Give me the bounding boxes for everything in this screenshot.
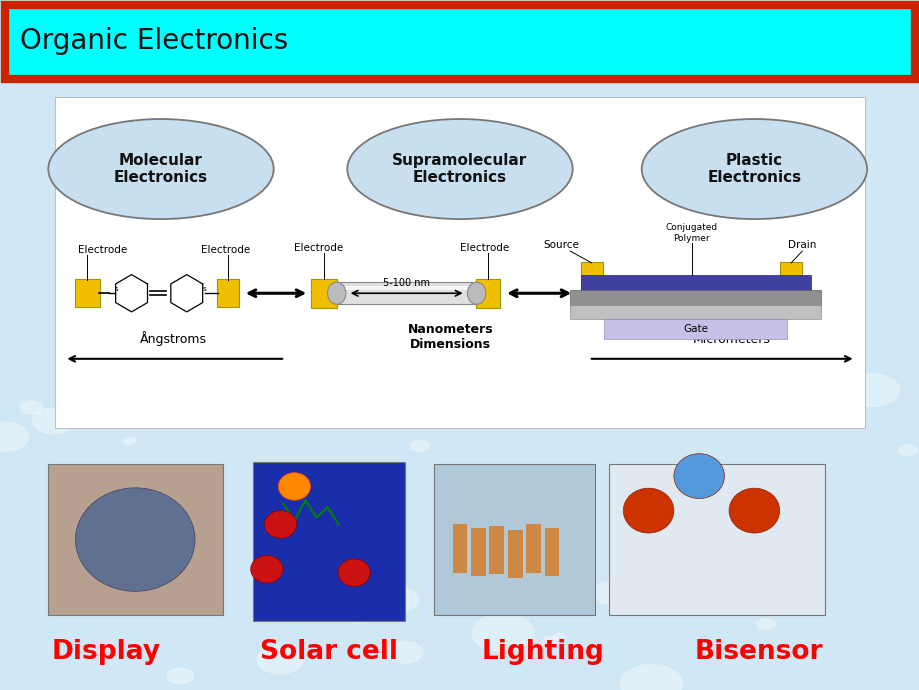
Ellipse shape xyxy=(385,640,424,664)
Ellipse shape xyxy=(729,489,779,533)
Ellipse shape xyxy=(250,555,283,583)
Text: Ångstroms: Ångstroms xyxy=(140,331,206,346)
Ellipse shape xyxy=(165,667,195,685)
FancyBboxPatch shape xyxy=(570,305,820,319)
FancyBboxPatch shape xyxy=(471,528,485,576)
FancyBboxPatch shape xyxy=(526,524,540,573)
Ellipse shape xyxy=(278,473,311,500)
FancyBboxPatch shape xyxy=(452,524,467,573)
Ellipse shape xyxy=(149,583,188,608)
Text: Micrometers: Micrometers xyxy=(692,333,769,346)
Ellipse shape xyxy=(623,489,673,533)
Text: Electrode: Electrode xyxy=(78,246,128,255)
Ellipse shape xyxy=(0,421,30,453)
Ellipse shape xyxy=(347,119,572,219)
Ellipse shape xyxy=(754,618,776,631)
FancyBboxPatch shape xyxy=(779,262,801,290)
Text: 5-100 nm: 5-100 nm xyxy=(382,279,430,288)
Ellipse shape xyxy=(329,588,386,624)
Ellipse shape xyxy=(589,581,629,606)
FancyBboxPatch shape xyxy=(580,262,602,290)
Ellipse shape xyxy=(618,663,683,690)
FancyBboxPatch shape xyxy=(336,286,476,290)
Ellipse shape xyxy=(122,436,137,446)
Text: Bisensor: Bisensor xyxy=(694,639,823,665)
Ellipse shape xyxy=(319,379,369,411)
FancyBboxPatch shape xyxy=(489,526,504,574)
Ellipse shape xyxy=(408,440,430,453)
Ellipse shape xyxy=(307,590,348,615)
Ellipse shape xyxy=(19,400,44,415)
Text: Lighting: Lighting xyxy=(481,639,604,665)
Ellipse shape xyxy=(467,282,485,304)
FancyBboxPatch shape xyxy=(604,319,786,339)
FancyBboxPatch shape xyxy=(253,462,404,621)
Ellipse shape xyxy=(327,282,346,304)
Text: Electrode: Electrode xyxy=(200,246,250,255)
Text: Plastic
Electronics: Plastic Electronics xyxy=(707,153,800,185)
Text: Solar cell: Solar cell xyxy=(260,639,398,665)
FancyBboxPatch shape xyxy=(55,97,864,428)
Ellipse shape xyxy=(540,635,560,648)
FancyBboxPatch shape xyxy=(336,282,476,304)
Ellipse shape xyxy=(641,119,867,219)
Text: Gate: Gate xyxy=(682,324,708,334)
Text: Display: Display xyxy=(51,639,160,665)
Ellipse shape xyxy=(48,119,274,219)
FancyBboxPatch shape xyxy=(544,528,559,576)
FancyBboxPatch shape xyxy=(311,279,336,308)
Text: s: s xyxy=(202,286,206,292)
Text: Supramolecular
Electronics: Supramolecular Electronics xyxy=(391,153,528,185)
Text: Electrode: Electrode xyxy=(294,244,344,253)
Ellipse shape xyxy=(896,444,918,457)
FancyBboxPatch shape xyxy=(570,290,820,305)
Ellipse shape xyxy=(31,407,75,435)
Ellipse shape xyxy=(265,511,297,538)
Ellipse shape xyxy=(338,559,370,586)
Ellipse shape xyxy=(541,399,558,408)
Text: Source: Source xyxy=(543,240,578,250)
Ellipse shape xyxy=(113,589,143,609)
Ellipse shape xyxy=(471,613,535,653)
FancyBboxPatch shape xyxy=(507,530,522,578)
Ellipse shape xyxy=(255,644,304,675)
FancyBboxPatch shape xyxy=(608,464,824,615)
FancyBboxPatch shape xyxy=(5,5,914,79)
Ellipse shape xyxy=(674,454,724,498)
Text: Conjugated
Polymer: Conjugated Polymer xyxy=(665,224,717,243)
Ellipse shape xyxy=(551,633,565,642)
Text: Molecular
Electronics: Molecular Electronics xyxy=(114,153,208,185)
Ellipse shape xyxy=(682,380,743,417)
FancyBboxPatch shape xyxy=(48,464,222,615)
FancyBboxPatch shape xyxy=(475,279,499,308)
FancyBboxPatch shape xyxy=(217,279,239,307)
Ellipse shape xyxy=(466,502,480,511)
Text: Electrode: Electrode xyxy=(460,244,509,253)
FancyBboxPatch shape xyxy=(74,279,100,307)
Ellipse shape xyxy=(75,488,195,591)
Text: Drain: Drain xyxy=(788,240,815,250)
FancyBboxPatch shape xyxy=(434,464,595,615)
Ellipse shape xyxy=(375,586,419,613)
Ellipse shape xyxy=(845,373,900,408)
Text: Nanometers
Dimensions: Nanometers Dimensions xyxy=(407,322,494,351)
FancyBboxPatch shape xyxy=(581,275,811,290)
Text: Organic Electronics: Organic Electronics xyxy=(20,28,289,55)
Text: s: s xyxy=(115,286,119,292)
